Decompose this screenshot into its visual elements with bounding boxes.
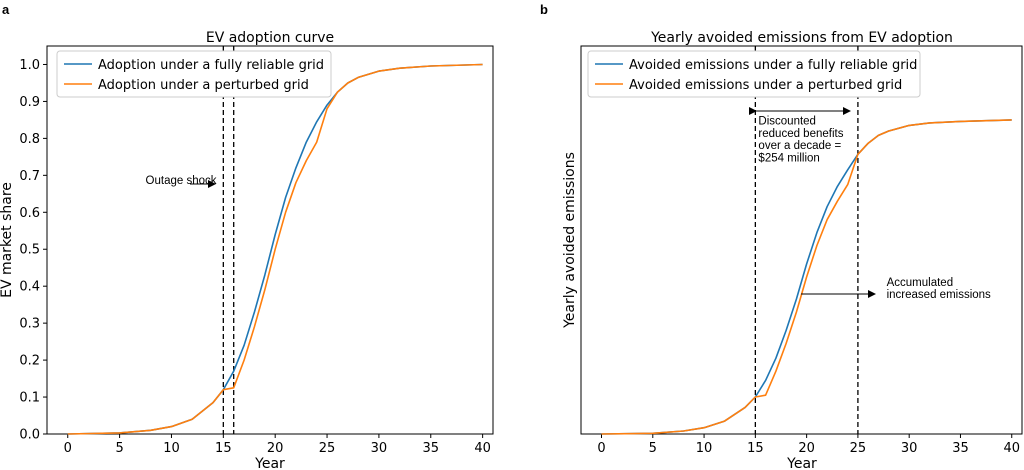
panel-a-x-tick-label: 0 [64, 441, 72, 456]
panel-b-axes-frame [580, 45, 1023, 435]
panel-b-x-tick-label: 35 [952, 441, 969, 456]
legend-frame [587, 50, 921, 98]
panel-b-annotation-text: increased emissions [887, 289, 991, 301]
panel-a-ylabel: EV market share [0, 182, 15, 298]
panel-b-x-tick-label: 20 [798, 441, 815, 456]
panel-a-y-tick-label: 0.1 [19, 391, 40, 406]
panel-b-legend: Avoided emissions under a fully reliable… [587, 50, 921, 98]
panel-a-y-tick-label: 0.0 [19, 428, 40, 443]
legend-entry: Avoided emissions under a fully reliable… [629, 58, 917, 73]
legend-entry: Adoption under a fully reliable grid [98, 58, 324, 73]
panel-a-x-tick-label: 5 [115, 441, 123, 456]
panel-a-x-tick-label: 10 [163, 441, 180, 456]
panel-a-x-tick-label: 30 [371, 441, 388, 456]
panel-b-x-tick-label: 30 [901, 441, 918, 456]
panel-a-y-tick-label: 0.3 [19, 317, 40, 332]
panel-label-a: a [2, 2, 10, 17]
panel-a-y-tick-label: 1.0 [19, 58, 40, 73]
panel-a-x-tick-label: 25 [319, 441, 336, 456]
panel-a-x-tick-label: 35 [422, 441, 439, 456]
panel-b-annotation-text: over a decade = [758, 140, 841, 152]
panel-b-x-tick-label: 40 [1003, 441, 1020, 456]
panel-b-annotation-text: Discounted [758, 115, 816, 127]
panel-a-y-tick-label: 0.2 [19, 354, 40, 369]
panel-a-title: EV adoption curve [206, 30, 334, 46]
panel-b-series-line-1 [601, 119, 1012, 435]
panel-a-y-tick-label: 0.7 [19, 169, 40, 184]
panel-a-y-tick-label: 0.5 [19, 243, 40, 258]
panel-a-legend: Adoption under a fully reliable grid Ado… [56, 50, 332, 98]
panel-b-annotation-text: reduced benefits [758, 128, 843, 140]
panel-a: 0 5 10 15 20 25 30 35 40 0.0 0.1 0.2 0.3 0.4 0.5 0.6 0.7… [0, 30, 494, 470]
panel-b-annotation-text: $254 million [758, 152, 819, 164]
panel-b-x-tick-label: 25 [850, 441, 867, 456]
panel-a-x-tick-label: 20 [267, 441, 284, 456]
panel-a-y-tick-label: 0.6 [19, 206, 40, 221]
panel-a-xlabel: Year [254, 456, 285, 470]
legend-entry: Avoided emissions under a perturbed grid [629, 78, 902, 93]
panel-a-axes-frame [46, 45, 494, 435]
panel-b-x-tick-label: 5 [649, 441, 657, 456]
panel-a-series-line-1 [67, 63, 483, 435]
panel-b-ylabel: Yearly avoided emissions [562, 152, 578, 329]
panel-a-x-tick-label: 15 [215, 441, 232, 456]
panel-a-y-tick-label: 0.4 [19, 280, 40, 295]
panel-b-annotation-text: Accumulated [887, 277, 953, 289]
legend-frame [56, 50, 332, 98]
panel-a-y-tick-label: 0.8 [19, 132, 40, 147]
panel-b-xlabel: Year [786, 456, 817, 470]
panel-b-x-tick-label: 0 [597, 441, 605, 456]
panel-a-x-tick-label: 40 [474, 441, 491, 456]
panel-b-x-tick-label: 10 [696, 441, 713, 456]
panel-label-b: b [540, 2, 548, 17]
legend-entry: Adoption under a perturbed grid [98, 78, 309, 93]
panel-a-annotation-text: Outage shock [146, 175, 217, 187]
panel-a-y-tick-label: 0.9 [19, 95, 40, 110]
panel-b-x-tick-label: 15 [747, 441, 764, 456]
panel-b-title: Yearly avoided emissions from EV adoptio… [650, 30, 953, 46]
panel-a-plot-area: 0 5 10 15 20 25 30 35 40 0.0 0.1 0.2 0.3 0.4 0.5 0.6 0.7… [19, 45, 494, 456]
